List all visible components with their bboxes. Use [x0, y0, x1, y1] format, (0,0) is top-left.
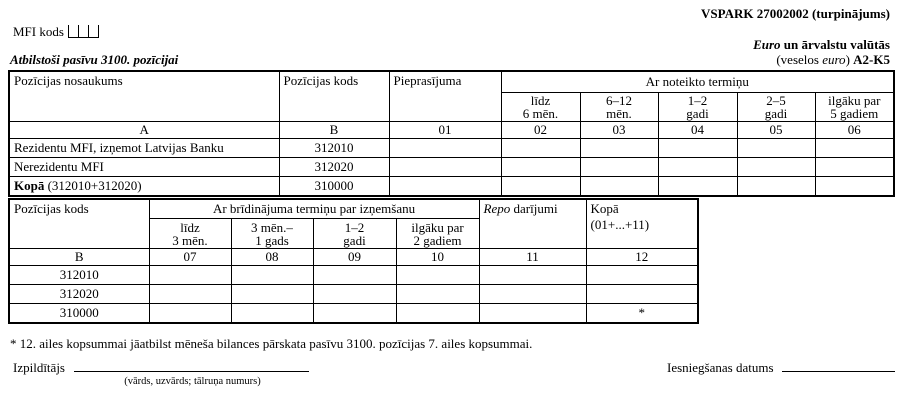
form-subtitle: Atbilstoši pasīvu 3100. pozīcijai — [10, 52, 179, 67]
t1-header-demand: Pieprasījuma — [388, 70, 502, 122]
t2-cell-312020-11[interactable] — [478, 284, 587, 304]
t1-header-code: Pozīcijas kods — [278, 70, 390, 122]
t2-cell-310000-07[interactable] — [148, 303, 232, 324]
mfi-code-boxes[interactable] — [67, 25, 99, 38]
executor-signature-line[interactable] — [74, 358, 310, 372]
executor-row: Izpildītājs — [13, 358, 310, 376]
t2-cell-312020-08[interactable] — [230, 284, 314, 304]
form-code: VSPARK 27002002 (turpinājums) — [701, 6, 890, 21]
t1-col-02: 02 — [500, 120, 581, 139]
t1-col-05: 05 — [736, 120, 816, 139]
t2-row-code: 312020 — [8, 284, 150, 304]
t1-cell-310000-02[interactable] — [500, 175, 581, 196]
t1-row-label-total: Kopā (312010+312020) — [8, 175, 280, 196]
t2-letter-B: B — [8, 248, 150, 266]
t2-subcol-3m-1y: 3 mēn.– 1 gads — [230, 218, 314, 249]
submission-date-line[interactable] — [781, 358, 895, 372]
t2-cell-312020-10[interactable] — [395, 284, 480, 304]
t1-letter-B: B — [278, 120, 390, 139]
mfi-box-3[interactable] — [87, 25, 99, 38]
t2-cell-312010-07[interactable] — [148, 265, 232, 285]
t1-cell-312020-03[interactable] — [579, 156, 659, 177]
t2-row-code: 312010 — [8, 265, 150, 285]
mfi-box-2[interactable] — [77, 25, 88, 38]
t1-row-code: 312010 — [278, 137, 390, 158]
currency-line2: (veselos euro) A2-K5 — [776, 52, 890, 67]
t1-subcol-1-2y: 1–2 gadi — [657, 91, 738, 122]
t1-cell-312010-06[interactable] — [814, 137, 895, 158]
t2-cell-312020-09[interactable] — [312, 284, 397, 304]
submission-date-label: Iesniegšanas datums — [667, 360, 774, 375]
t1-cell-312020-05[interactable] — [736, 156, 816, 177]
t1-row-label: Rezidentu MFI, izņemot Latvijas Banku — [8, 137, 280, 158]
currency-note: Euro un ārvalstu valūtās (veselos euro) … — [753, 37, 890, 67]
t1-cell-312020-04[interactable] — [657, 156, 738, 177]
t1-letter-A: A — [8, 120, 280, 139]
t1-subcol-2-5y: 2–5 gadi — [736, 91, 816, 122]
t1-cell-312020-02[interactable] — [500, 156, 581, 177]
t2-cell-312010-11[interactable] — [478, 265, 587, 285]
t2-col-08: 08 — [230, 248, 314, 266]
t1-cell-312010-05[interactable] — [736, 137, 816, 158]
t2-cell-310000-12-star[interactable]: * — [585, 303, 699, 324]
t2-header-code: Pozīcijas kods — [8, 198, 150, 249]
executor-label: Izpildītājs — [13, 360, 65, 375]
submission-date-row: Iesniegšanas datums — [667, 358, 895, 376]
t1-row-code: 312020 — [278, 156, 390, 177]
t1-cell-312020-06[interactable] — [814, 156, 895, 177]
t2-cell-310000-11[interactable] — [478, 303, 587, 324]
t2-group-header: Ar brīdinājuma termiņu par izņemšanu — [148, 198, 480, 219]
t2-cell-312010-09[interactable] — [312, 265, 397, 285]
mfi-box-1[interactable] — [67, 25, 78, 38]
t1-col-01: 01 — [388, 120, 502, 139]
t1-cell-310000-01[interactable] — [388, 175, 502, 196]
t2-cell-310000-08[interactable] — [230, 303, 314, 324]
t1-cell-310000-03[interactable] — [579, 175, 659, 196]
notice-table: Pozīcijas kods Ar brīdinājuma termiņu pa… — [8, 198, 700, 324]
t2-col-12: 12 — [585, 248, 699, 266]
t1-subcol-upto6m: līdz 6 mēn. — [500, 91, 581, 122]
t1-cell-312010-01[interactable] — [388, 137, 502, 158]
t1-subcol-over5y: ilgāku par 5 gadiem — [814, 91, 895, 122]
t1-cell-312010-02[interactable] — [500, 137, 581, 158]
t1-cell-312010-03[interactable] — [579, 137, 659, 158]
t2-header-total: Kopā (01+...+11) — [585, 198, 699, 249]
currency-line1: Euro un ārvalstu valūtās — [753, 37, 890, 52]
t1-cell-312010-04[interactable] — [657, 137, 738, 158]
mfi-kods-label: MFI kods — [13, 24, 64, 39]
t2-cell-312020-07[interactable] — [148, 284, 232, 304]
t2-cell-312020-12[interactable] — [585, 284, 699, 304]
t1-cell-310000-05[interactable] — [736, 175, 816, 196]
footnote: * 12. ailes kopsummai jāatbilst mēneša b… — [10, 336, 533, 351]
t2-header-repo: Repo darījumi — [478, 198, 587, 249]
t1-cell-312020-01[interactable] — [388, 156, 502, 177]
t2-cell-310000-09[interactable] — [312, 303, 397, 324]
mfi-kods-row: MFI kods — [13, 24, 99, 40]
t2-cell-310000-10[interactable] — [395, 303, 480, 324]
t1-row-code: 310000 — [278, 175, 390, 196]
t1-header-name: Pozīcijas nosaukums — [8, 70, 280, 122]
t2-subcol-upto3m: līdz 3 mēn. — [148, 218, 232, 249]
maturity-table: Pozīcijas nosaukums Pozīcijas kods Piepr… — [8, 70, 896, 197]
t1-cell-310000-04[interactable] — [657, 175, 738, 196]
t1-col-03: 03 — [579, 120, 659, 139]
t2-cell-312010-08[interactable] — [230, 265, 314, 285]
t2-col-10: 10 — [395, 248, 480, 266]
t2-col-07: 07 — [148, 248, 232, 266]
t2-subcol-1-2y: 1–2 gadi — [312, 218, 397, 249]
executor-hint: (vārds, uzvārds; tālruņa numurs) — [124, 376, 261, 387]
t2-row-code-total: 310000 — [8, 303, 150, 324]
t1-col-06: 06 — [814, 120, 895, 139]
t2-col-11: 11 — [478, 248, 587, 266]
t1-col-04: 04 — [657, 120, 738, 139]
t2-subcol-over2y: ilgāku par 2 gadiem — [395, 218, 480, 249]
t2-col-09: 09 — [312, 248, 397, 266]
t1-group-header: Ar noteikto termiņu — [500, 70, 895, 93]
t2-cell-312010-10[interactable] — [395, 265, 480, 285]
t1-row-label: Nerezidentu MFI — [8, 156, 280, 177]
t1-cell-310000-06[interactable] — [814, 175, 895, 196]
t1-subcol-6-12m: 6–12 mēn. — [579, 91, 659, 122]
t2-cell-312010-12[interactable] — [585, 265, 699, 285]
